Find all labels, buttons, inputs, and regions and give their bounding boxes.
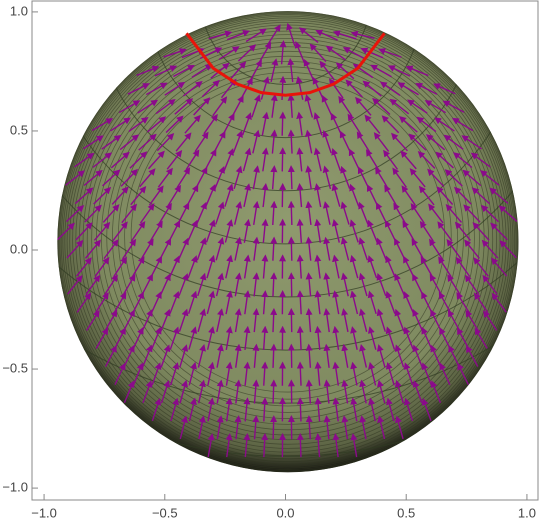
- stream-arrow: [300, 364, 301, 385]
- stream-arrow: [273, 418, 274, 439]
- stream-arrow: [291, 168, 292, 189]
- stream-arrow: [291, 239, 292, 260]
- stream-arrow: [273, 275, 274, 296]
- y-tick-label: −0.5: [2, 360, 28, 375]
- stream-arrow: [273, 311, 274, 332]
- y-tick-label: −1.0: [2, 480, 28, 495]
- x-tick-label: −1.0: [31, 505, 57, 520]
- stream-arrow: [273, 346, 274, 367]
- stream-arrow: [273, 382, 274, 403]
- x-tick-label: 0.0: [276, 505, 294, 520]
- stream-arrow: [282, 79, 283, 100]
- x-tick-label: −0.5: [152, 505, 178, 520]
- stream-arrow: [300, 436, 301, 457]
- y-tick-label: 0.5: [10, 122, 28, 137]
- stream-arrow: [282, 114, 283, 135]
- y-tick-label: 0.0: [10, 241, 28, 256]
- x-tick-label: 0.5: [397, 505, 415, 520]
- stream-arrow: [300, 400, 301, 421]
- x-tick-label: 1.0: [518, 505, 536, 520]
- y-tick-label: 1.0: [10, 3, 28, 18]
- stream-arrow: [291, 204, 292, 225]
